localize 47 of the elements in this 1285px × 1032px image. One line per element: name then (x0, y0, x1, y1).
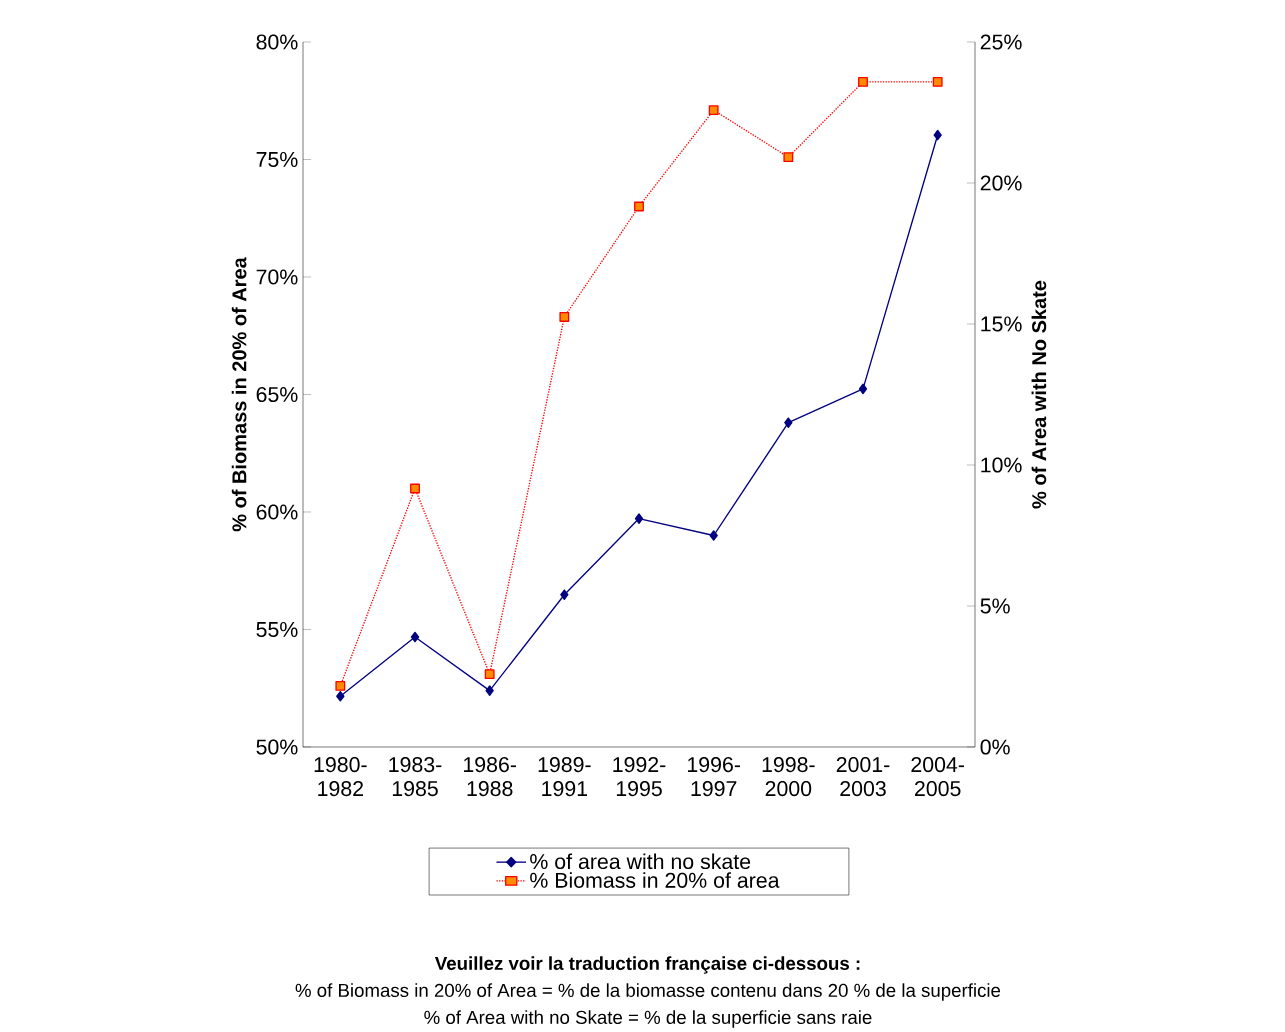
legend-label: % Biomass in 20% of area (530, 872, 780, 888)
x-tick-label: 2001- 2003 (836, 757, 890, 797)
x-tick-label: 1998- 2000 (762, 757, 815, 797)
y2-tick-label: 25% (980, 34, 1022, 50)
y2-tick-label: 5% (980, 598, 1010, 614)
x-tick-label: 1996- 1997 (688, 757, 740, 797)
point (933, 129, 942, 141)
x-tick-label: 1980- 1982 (314, 757, 367, 797)
y2-axis-title: % of Area with No Skate (1031, 280, 1047, 509)
x-tick-label: 1989- 1991 (538, 757, 591, 797)
legend-label: % of area with no skate (530, 853, 751, 870)
y-axis-title: % of Biomass in 20% of Area (231, 257, 247, 532)
y-tick-label: 70% (256, 269, 298, 285)
point (410, 483, 420, 494)
y-tick-label: 55% (256, 621, 298, 637)
x-tick-label: 1983- 1985 (389, 757, 442, 797)
point (709, 530, 718, 541)
x-tick-label: 1992- 1995 (613, 757, 666, 797)
y2-tick-label: 10% (981, 457, 1022, 473)
point (559, 312, 570, 322)
point (485, 685, 494, 696)
point (410, 631, 420, 643)
y2-tick-label: 0% (980, 739, 1010, 755)
x-tick-label: 1986- 1988 (464, 757, 516, 797)
point (335, 680, 346, 691)
point (858, 77, 868, 87)
y2-tick-label: 20% (980, 175, 1022, 191)
y-tick-label: 50% (256, 739, 298, 755)
y-tick-label: 60% (256, 504, 298, 520)
y-tick-label: 75% (256, 151, 298, 167)
y-tick-label: 65% (256, 386, 298, 403)
point (858, 383, 868, 395)
y-tick-label: 80% (256, 34, 298, 50)
point (783, 152, 794, 163)
point (336, 690, 345, 702)
x-tick-label: 2004- 2005 (911, 757, 964, 797)
text: % of Area with no Skate = % de la superficie sans raie (424, 1010, 872, 1028)
point (708, 105, 719, 116)
text: Veuillez voir la traduction française ci-dessous : (434, 956, 860, 974)
point (932, 77, 943, 87)
point (484, 669, 495, 680)
y2-tick-label: 15% (981, 316, 1022, 332)
text: % of Biomass in 20% of Area = % de la biomasse contenu dans 20 % de la superficie (295, 983, 1001, 1001)
point (560, 589, 569, 601)
point (634, 513, 644, 524)
point (784, 417, 793, 429)
point (634, 201, 644, 212)
